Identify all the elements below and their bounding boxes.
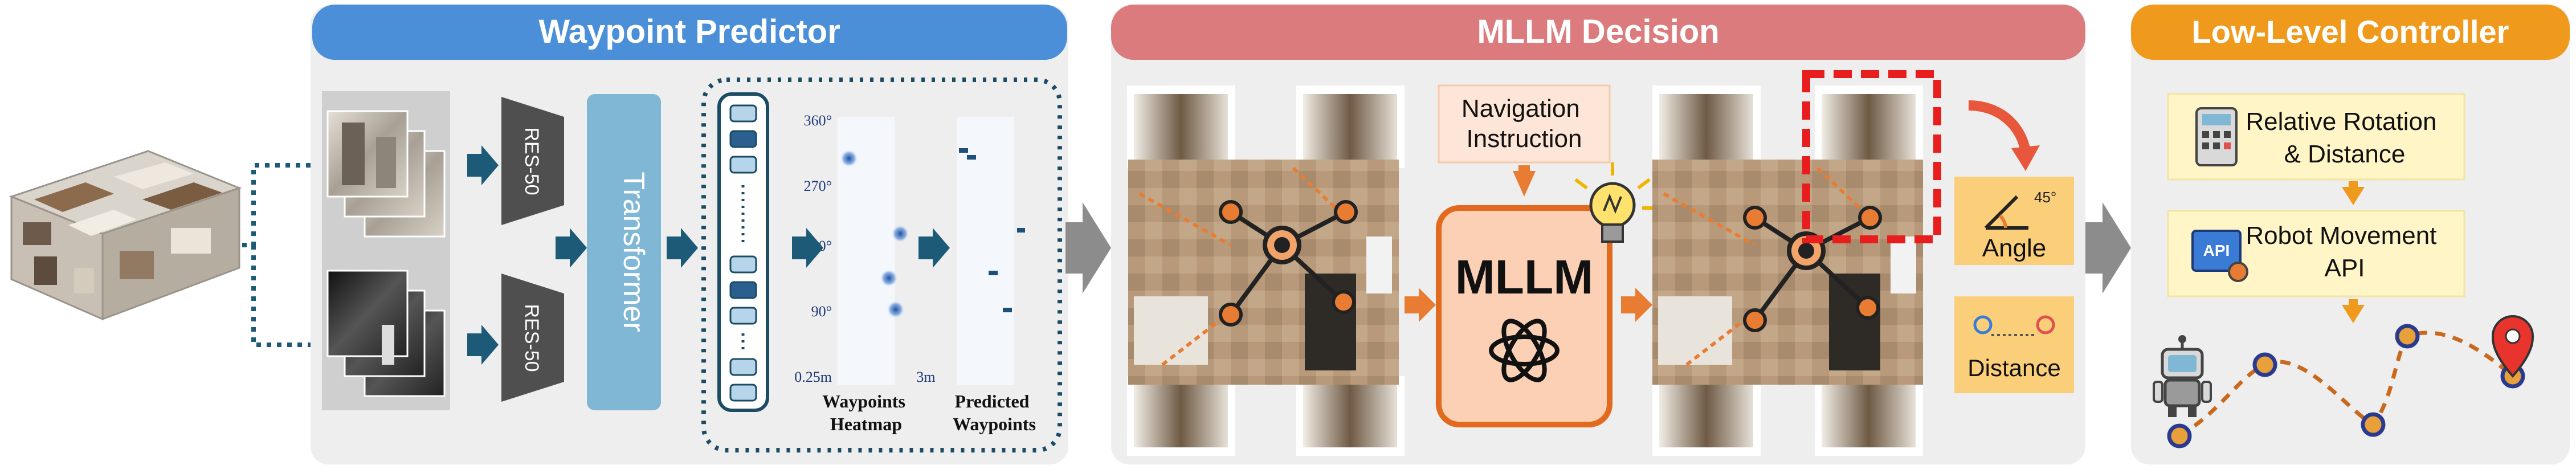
path-waypoints [2167, 324, 2525, 448]
distance-box [1954, 296, 2074, 393]
openai-logo-icon [1489, 319, 1560, 382]
stage-arrow-1 [1065, 202, 1111, 293]
resnet-encoder-bottom [501, 274, 564, 402]
api-gear-icon: API [2191, 230, 2248, 282]
api-icon-text: API [2203, 242, 2230, 259]
location-pin-icon [2491, 315, 2534, 378]
mllm-decision-title: MLLM Decision [1477, 13, 1719, 50]
house-3d-model [9, 150, 242, 321]
ytick-360: 360° [804, 112, 832, 129]
lightbulb-icon [1574, 162, 1657, 243]
relative-rotation-label: Relative Rotation & Distance [2246, 108, 2443, 168]
transformer-label: Transformer [617, 172, 650, 332]
distance-label: Distance [1967, 354, 2060, 381]
predicted-waypoint-marks [959, 148, 1025, 312]
ytick-90: 90° [811, 303, 832, 320]
top-down-map-left [1127, 85, 1405, 456]
angle-value: 45° [2034, 189, 2056, 206]
robot-movement-line1: Robot Movement [2246, 222, 2436, 250]
heatmap-label: Waypoints Heatmap [822, 391, 910, 434]
token-column [717, 92, 769, 412]
xtick-3m: 3m [916, 369, 935, 385]
selection-curved-arrow [1968, 100, 2031, 153]
angle-box [1954, 177, 2074, 265]
resnet-label-bottom: RES-50 [521, 304, 542, 372]
predicted-label-line1: Predicted [955, 391, 1030, 411]
predicted-label: Predicted Waypoints [953, 391, 1036, 434]
calculator-icon [2195, 107, 2238, 166]
low-level-controller-header [2131, 5, 2570, 60]
robot-movement-line2: API [2325, 254, 2365, 282]
stage-arrow-2 [2085, 202, 2131, 293]
resnet-encoder-top [501, 97, 564, 225]
ytick-0-25m: 0.25m [794, 369, 832, 385]
waypoint-predictor-title: Waypoint Predictor [538, 13, 840, 50]
resnet-label-top: RES-50 [521, 127, 542, 195]
low-level-controller-title: Low-Level Controller [2192, 14, 2509, 50]
relative-rotation-line2: & Distance [2284, 140, 2406, 168]
top-down-map-right [1652, 70, 1941, 456]
output-tokens [729, 104, 757, 402]
depth-image-stack [326, 270, 446, 397]
navigation-instruction-label: Navigation Instruction [1461, 95, 1587, 153]
distance-icon [1973, 315, 2055, 336]
mllm-box [1436, 205, 1612, 427]
robot-icon [2153, 335, 2212, 417]
predicted-label-line2: Waypoints [953, 414, 1036, 434]
mllm-decision-panel: MLLM Decision [1111, 5, 2085, 464]
relative-rotation-line1: Relative Rotation [2246, 108, 2436, 136]
transformer-block [587, 94, 661, 410]
mllm-decision-header [1111, 5, 2085, 60]
angle-label: Angle [1982, 234, 2047, 262]
ytick-270: 270° [804, 178, 832, 194]
navigation-instruction-line1: Navigation [1461, 95, 1580, 123]
low-level-controller-panel: Low-Level Controller Relative Rotation &… [2131, 5, 2570, 464]
rgb-image-stack [326, 110, 446, 238]
waypoint-predictor-header [312, 5, 1067, 60]
waypoint-predictor-panel: Waypoint Predictor RES-50 RES-50 [311, 5, 1068, 464]
heatmap-label-line2: Heatmap [830, 414, 902, 434]
navigation-instruction-line2: Instruction [1467, 125, 1582, 153]
robot-movement-label: Robot Movement API [2246, 222, 2443, 282]
navigation-instruction-box [1438, 84, 1611, 164]
angle-icon [1984, 195, 2028, 230]
heatmap-label-line1: Waypoints [822, 391, 905, 411]
predicted-waypoints-plot [957, 117, 1014, 385]
selected-waypoint-highlight [1802, 70, 1941, 243]
mllm-label: MLLM [1455, 250, 1594, 304]
house-connectors [242, 163, 319, 347]
